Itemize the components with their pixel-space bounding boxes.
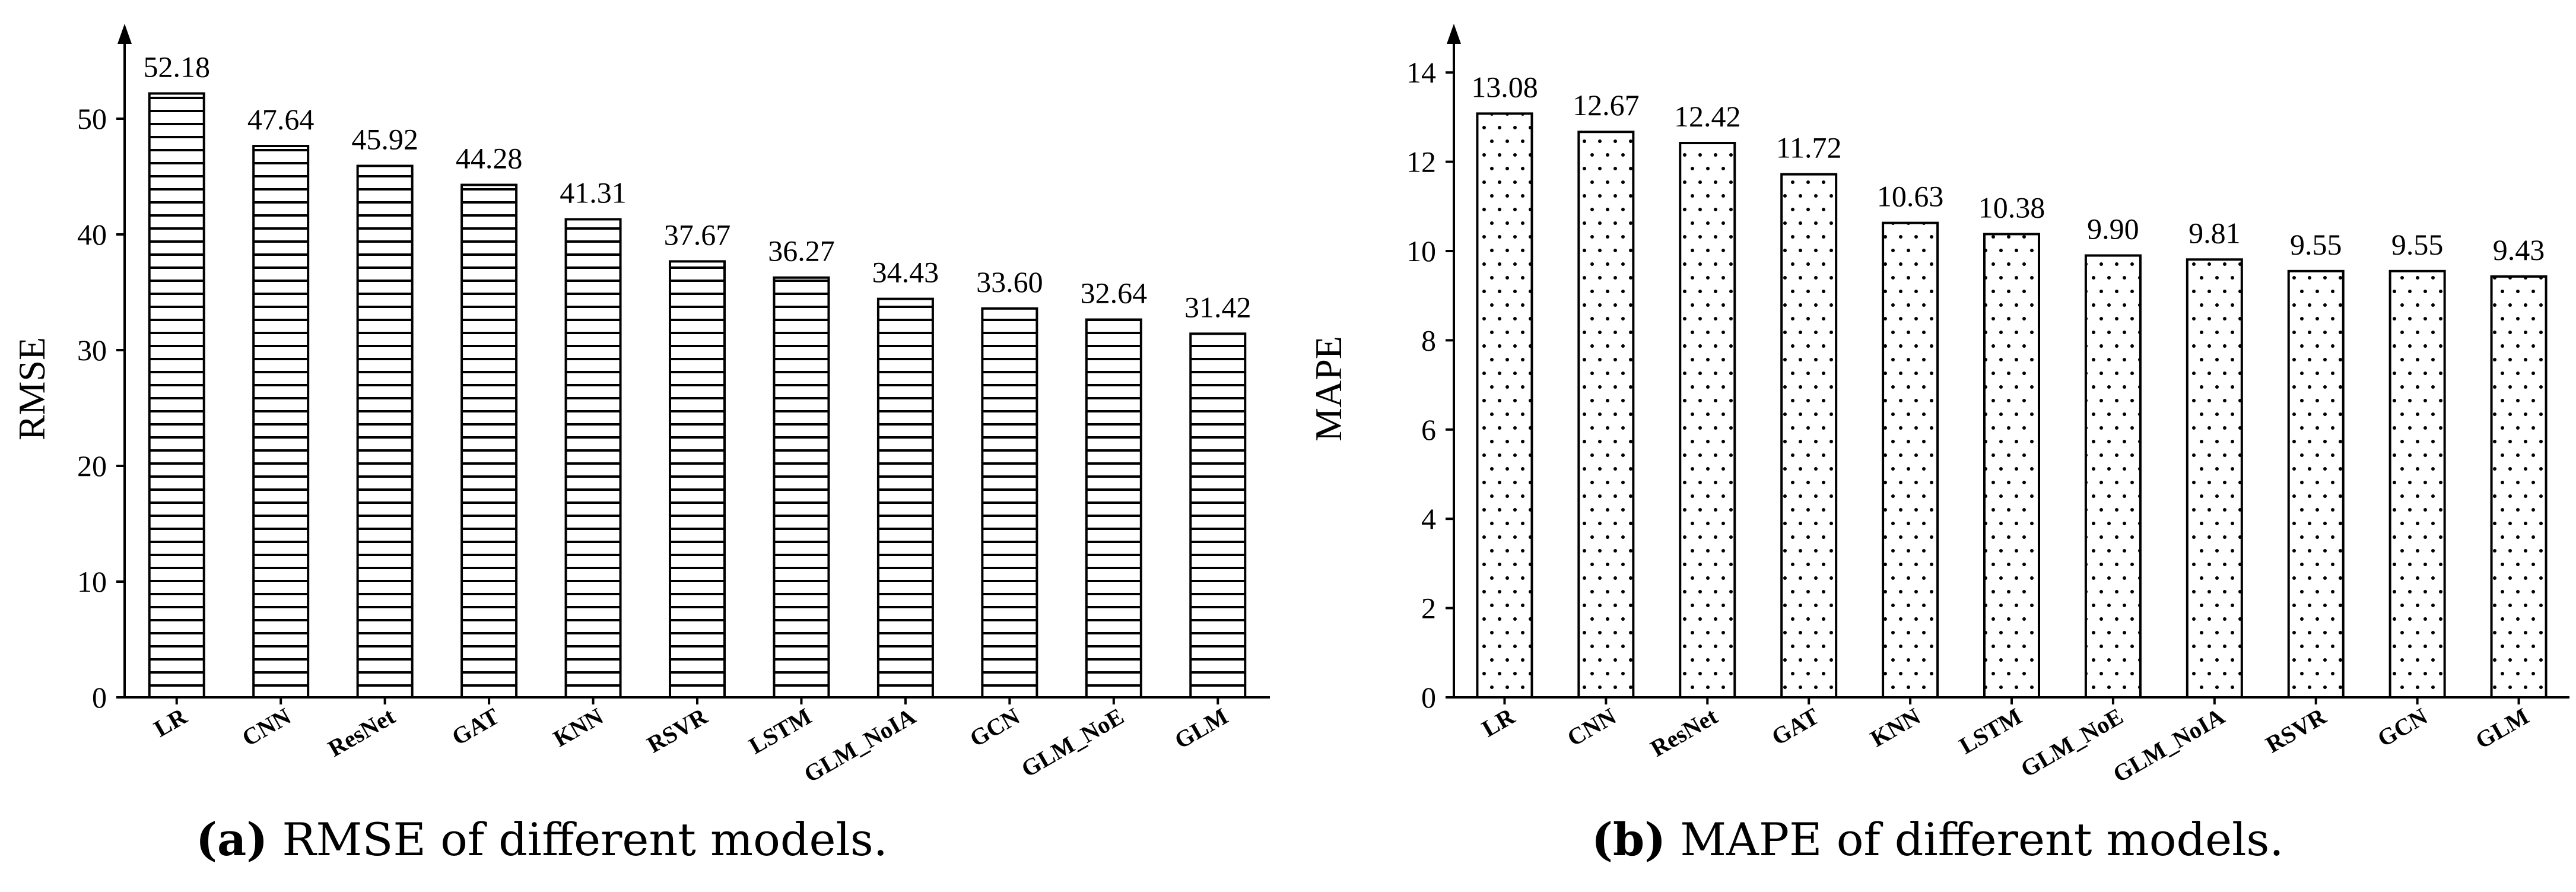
rmse-y-tick-label: 40 [77, 218, 107, 251]
mape-bar-lr [1476, 112, 1533, 699]
mape-bar-cnn [1577, 131, 1635, 699]
rmse-bar-glm [1189, 332, 1247, 699]
rmse-bar-knn [564, 218, 622, 699]
rmse-category-label: GCN [965, 703, 1024, 752]
rmse-bar-resnet [356, 164, 414, 699]
rmse-category-label: GLM_NoE [1017, 703, 1128, 783]
mape-y-tick-label: 2 [1421, 592, 1436, 625]
mape-bar-knn [1882, 221, 1939, 699]
mape-bar-glm [2490, 275, 2548, 699]
mape-value-label: 10.38 [1978, 191, 2045, 224]
rmse-category-label: LR [150, 702, 192, 742]
mape-category-label: LSTM [1955, 703, 2027, 760]
rmse-value-label: 44.28 [456, 142, 523, 175]
rmse-chart: RMSE 0 10 20 30 40 50 52.18 LR 47.64 CNN 45.92 ResNe… [11, 24, 1270, 788]
mape-y-tick-label: 12 [1406, 145, 1436, 179]
mape-value-label: 9.55 [2290, 228, 2342, 261]
mape-category-label: ResNet [1646, 702, 1722, 761]
rmse-category-label: GAT [447, 703, 504, 751]
rmse-value-label: 31.42 [1184, 290, 1252, 323]
mape-bar-glm_noia [2186, 258, 2243, 699]
mape-bar-glm_noe [2084, 254, 2142, 699]
mape-value-label: 9.43 [2493, 233, 2545, 266]
mape-bar-gat [1780, 173, 1838, 699]
rmse-bar-lr [148, 92, 205, 699]
rmse-category-label: LSTM [744, 703, 816, 760]
mape-y-axis-arrow-icon [1447, 24, 1461, 44]
rmse-bar-cnn [252, 145, 310, 699]
rmse-value-label: 33.60 [976, 265, 1043, 299]
caption-rmse-tag: (a) [196, 813, 268, 866]
rmse-value-label: 32.64 [1081, 277, 1148, 310]
rmse-category-label: CNN [237, 703, 296, 751]
mape-bar-rsvr [2287, 269, 2345, 699]
mape-category-label: GLM_NoIA [2108, 703, 2229, 788]
mape-value-label: 9.90 [2087, 212, 2139, 246]
rmse-y-tick-label: 10 [77, 565, 107, 598]
rmse-value-label: 34.43 [872, 256, 939, 289]
mape-bar-lstm [1983, 233, 2040, 699]
mape-category-label: RSVR [2261, 702, 2331, 758]
mape-category-label: GCN [2373, 703, 2432, 752]
rmse-category-label: GLM [1170, 703, 1233, 754]
rmse-y-tick-label: 30 [77, 334, 107, 367]
mape-value-label: 11.72 [1776, 131, 1842, 164]
rmse-category-label: KNN [549, 703, 608, 752]
mape-category-label: GLM_NoE [2016, 703, 2127, 783]
caption-rmse-text: RMSE of different models. [268, 813, 888, 866]
rmse-bar-glm_noia [876, 297, 934, 699]
rmse-value-label: 45.92 [351, 123, 418, 156]
rmse-y-tick-label: 0 [92, 681, 107, 714]
rmse-bar-gat [460, 183, 518, 699]
rmse-value-label: 41.31 [560, 176, 627, 209]
rmse-bar-glm_noe [1085, 318, 1142, 699]
rmse-bar-lstm [773, 276, 830, 699]
mape-value-label: 13.08 [1471, 70, 1538, 103]
mape-category-label: LR [1477, 702, 1520, 742]
rmse-value-label: 37.67 [664, 218, 731, 251]
rmse-y-axis-title: RMSE [11, 337, 53, 440]
mape-chart: MAPE 0 2 4 6 8 10 12 14 13.08 LR 12.67 CNN 12.42 ResNe… [1307, 24, 2569, 788]
caption-mape-text: MAPE of different models. [1666, 813, 2284, 866]
rmse-category-label: GLM_NoIA [799, 703, 920, 788]
mape-value-label: 10.63 [1877, 180, 1944, 213]
mape-category-label: GLM [2471, 703, 2533, 754]
mape-category-label: KNN [1866, 703, 1925, 752]
rmse-value-label: 36.27 [768, 234, 835, 268]
caption-mape-tag: (b) [1592, 813, 1666, 866]
rmse-value-label: 47.64 [247, 103, 315, 136]
caption-rmse: (a) RMSE of different models. [196, 813, 888, 866]
mape-y-tick-label: 6 [1421, 413, 1436, 446]
rmse-bar-gcn [981, 307, 1038, 699]
mape-bar-resnet [1679, 142, 1736, 699]
mape-y-tick-label: 14 [1406, 56, 1436, 89]
mape-y-tick-label: 10 [1406, 234, 1436, 268]
rmse-category-label: RSVR [643, 702, 713, 758]
rmse-bar-rsvr [669, 260, 726, 699]
mape-category-label: CNN [1562, 703, 1621, 751]
mape-value-label: 12.67 [1573, 88, 1640, 122]
mape-y-tick-label: 4 [1421, 502, 1436, 535]
rmse-category-label: ResNet [323, 702, 400, 761]
mape-y-tick-label: 8 [1421, 323, 1436, 357]
mape-value-label: 12.42 [1674, 100, 1741, 133]
mape-value-label: 9.81 [2189, 216, 2241, 249]
mape-y-tick-label: 0 [1421, 681, 1436, 714]
caption-mape: (b) MAPE of different models. [1592, 813, 2284, 866]
rmse-y-tick-label: 20 [77, 449, 107, 482]
mape-value-label: 9.55 [2391, 228, 2444, 261]
mape-bar-gcn [2388, 269, 2446, 699]
rmse-y-axis-arrow-icon [117, 24, 132, 44]
mape-category-label: GAT [1767, 703, 1824, 751]
rmse-y-tick-label: 50 [77, 102, 107, 135]
mape-y-axis-title: MAPE [1307, 336, 1349, 442]
rmse-value-label: 52.18 [143, 50, 210, 83]
